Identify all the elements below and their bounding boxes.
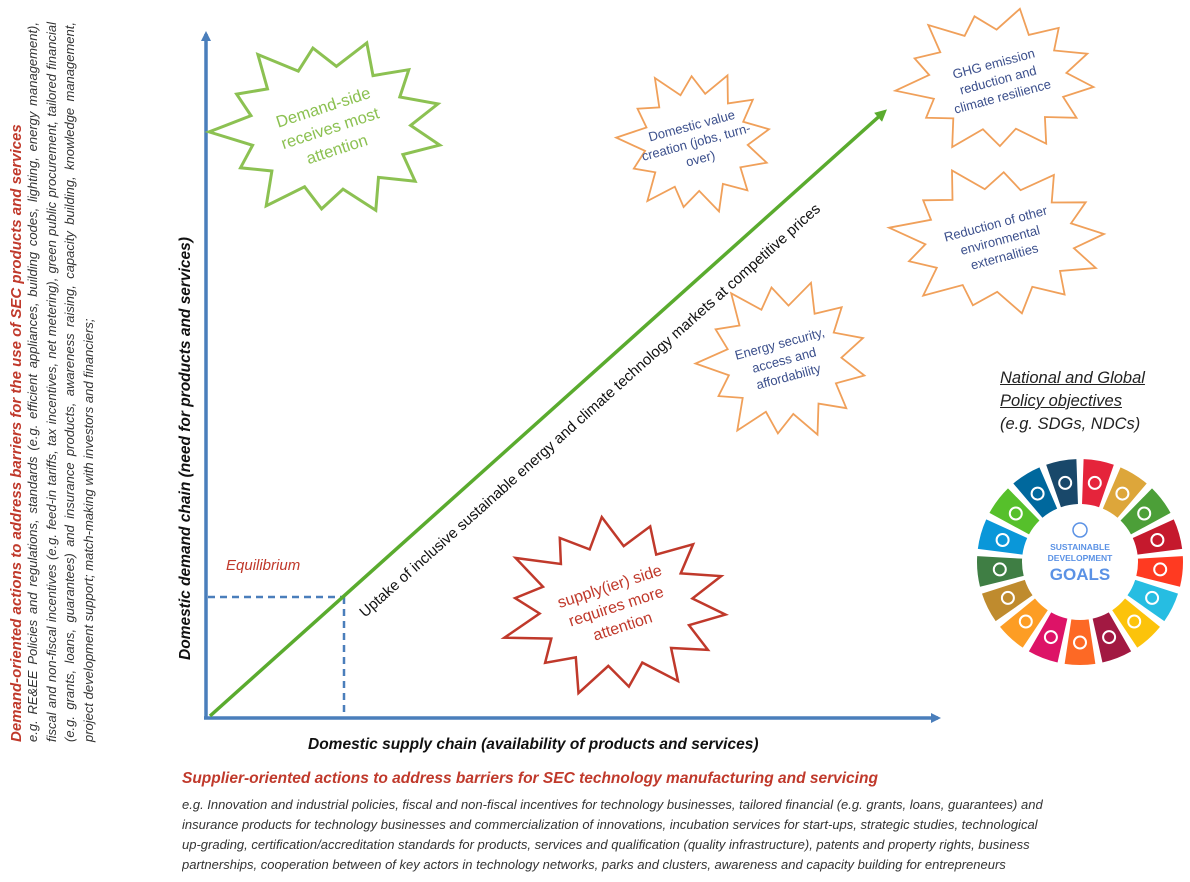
sdg-goal-icon [1127, 614, 1142, 629]
sdg-segment [981, 579, 1033, 622]
sdg-goal-icon [1043, 630, 1058, 645]
sdg-segment [1000, 598, 1048, 648]
sdg-goal-icon [1102, 630, 1117, 645]
outcome-burst-ghg-shape [892, 7, 1096, 149]
sdg-segment [989, 488, 1040, 535]
sdg-segment [1102, 467, 1147, 518]
outcome-burst-value-creation-shape [613, 73, 772, 214]
outcome-burst-value-creation-text-line: over) [684, 147, 716, 169]
supplier-line-4: partnerships, cooperation between of key… [182, 857, 1006, 872]
supplier-line-3: up-grading, certification/accreditation … [182, 837, 1030, 852]
sdg-goal-icon [1073, 635, 1087, 650]
outcome-burst-energy-security-shape [693, 280, 867, 437]
sdg-goal-icon [1018, 614, 1033, 629]
supplier-actions-title: Supplier-oriented actions to address bar… [182, 770, 878, 787]
sdg-segment [1127, 579, 1179, 622]
sdg-segment [1046, 459, 1078, 508]
equilibrium-label: Equilibrium [226, 557, 300, 574]
policy-objectives: National and Global Policy objectives (e… [1000, 367, 1145, 436]
policy-line-2: Policy objectives [1000, 392, 1122, 410]
market-uptake-arrow [208, 109, 887, 718]
demand-side-burst-shape [204, 40, 444, 213]
policy-line-1: National and Global [1000, 369, 1145, 387]
outcome-burst-externalities: Reduction of otherenvironmentalexternali… [886, 168, 1107, 315]
sdg-goal-icon [1137, 506, 1152, 521]
sdg-segment [1064, 619, 1096, 666]
y-axis-label: Domestic demand chain (need for products… [177, 237, 194, 660]
sdg-goal-icon [995, 533, 1010, 547]
supplier-line-1: e.g. Innovation and industrial policies,… [182, 797, 1043, 812]
sdg-segment [977, 556, 1024, 587]
x-axis-label: Domestic supply chain (availability of p… [308, 736, 759, 753]
sdg-center-text: GOALS [1050, 565, 1110, 584]
sdg-goal-icon [1150, 533, 1165, 547]
sdg-goal-icon [1115, 486, 1130, 501]
sdg-goal-icon [1008, 506, 1023, 521]
sdg-goal-icon [1058, 475, 1073, 490]
sdg-segment [1120, 488, 1171, 535]
sdg-goal-icon [1153, 562, 1168, 577]
supply-side-burst-shape [500, 514, 729, 696]
policy-line-3: (e.g. SDGs, NDCs) [1000, 415, 1141, 433]
sdg-center-text: DEVELOPMENT [1048, 553, 1114, 563]
sdg-segment [1013, 467, 1058, 518]
sdg-goal-icon [1000, 590, 1015, 605]
sdg-segment [1028, 612, 1068, 663]
supplier-actions-body: e.g. Innovation and industrial policies,… [182, 795, 1190, 880]
sdg-segment [1112, 598, 1160, 648]
sdg-goal-icon [1145, 590, 1160, 605]
sdg-goal-icon [1030, 486, 1045, 501]
sdg-segment [1136, 556, 1183, 587]
supplier-line-2: insurance products for technology busine… [182, 817, 1038, 832]
outcome-burst-externalities-shape [886, 168, 1107, 315]
sdg-goal-icon [1087, 475, 1102, 490]
sdg-center-text: SUSTAINABLE [1050, 542, 1110, 552]
un-emblem-icon [1072, 522, 1088, 538]
sdg-segment [1082, 459, 1114, 508]
sdg-segment [977, 519, 1028, 555]
sdg-segment [1132, 519, 1183, 555]
sdg-segment [1092, 612, 1132, 663]
sdg-goal-icon [992, 562, 1007, 577]
